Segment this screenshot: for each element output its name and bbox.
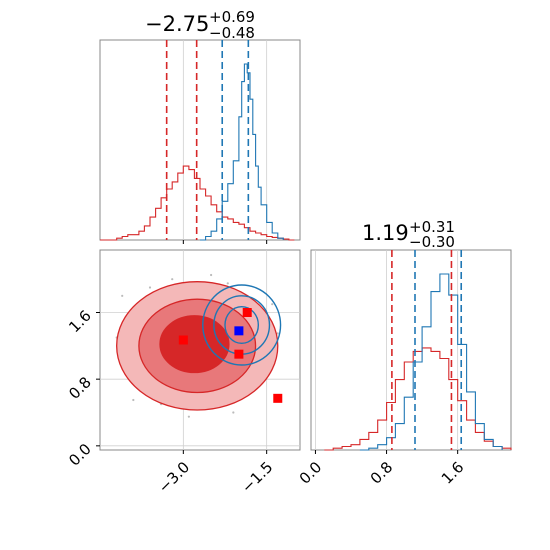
param1-title-minus: −0.48 — [209, 24, 255, 42]
joint-red-marker-1 — [242, 308, 252, 317]
param2-tick-label-0: 0.0 — [296, 458, 326, 488]
param1-title-plus: +0.69 — [209, 8, 255, 26]
joint-ytick-label-0: 0.0 — [65, 440, 95, 470]
joint-scatter-point-9 — [210, 273, 213, 277]
panel-joint-frame — [99, 249, 301, 451]
param2-tick-label-1: 0.8 — [367, 458, 397, 488]
joint-red-contour-2 — [159, 315, 230, 374]
joint-scatter-point-11 — [187, 415, 190, 418]
param2-hist-blue — [359, 273, 503, 451]
joint-scatter-point-5 — [232, 411, 235, 414]
param1-title: −2.75 — [145, 12, 209, 36]
param1-hist-red — [100, 165, 295, 241]
joint-red-marker-3 — [273, 393, 283, 403]
joint-scatter-point-8 — [171, 278, 174, 281]
joint-ytick-label-2: 1.6 — [65, 307, 95, 337]
panel-param2-frame — [310, 249, 512, 451]
joint-scatter-point-14 — [226, 282, 229, 285]
param2-title-plus: +0.31 — [409, 218, 455, 236]
joint-scatter-point-7 — [271, 303, 274, 306]
joint-blue-contour-0 — [202, 284, 282, 366]
panel-param1-frame — [99, 39, 301, 241]
joint-scatter-point-1 — [132, 398, 135, 402]
panel-joint-density: −3.0 −1.5 0.0 0.8 1.6 — [65, 249, 301, 497]
joint-red-marker-2 — [234, 349, 244, 359]
param2-hist-red — [324, 347, 512, 451]
joint-scatter-point-0 — [121, 294, 124, 297]
joint-scatter-point-15 — [276, 332, 279, 335]
panel-param1-histogram — [99, 39, 301, 244]
param2-title: 1.19 — [362, 221, 409, 245]
joint-xtick-label-1: −1.5 — [238, 458, 276, 496]
joint-blue-contour-2 — [224, 305, 260, 345]
param2-tick-label-2: 1.6 — [438, 458, 468, 488]
joint-blue-marker-0 — [234, 326, 244, 336]
joint-xtick-label-0: −3.0 — [155, 458, 193, 496]
param2-title-minus: −0.30 — [409, 233, 455, 251]
panel-param2-histogram: 0.0 0.8 1.6 — [296, 249, 512, 488]
joint-scatter-point-2 — [148, 286, 152, 289]
joint-ytick-label-1: 0.8 — [65, 373, 95, 403]
joint-red-marker-0 — [178, 335, 188, 345]
param1-hist-blue — [200, 63, 284, 241]
